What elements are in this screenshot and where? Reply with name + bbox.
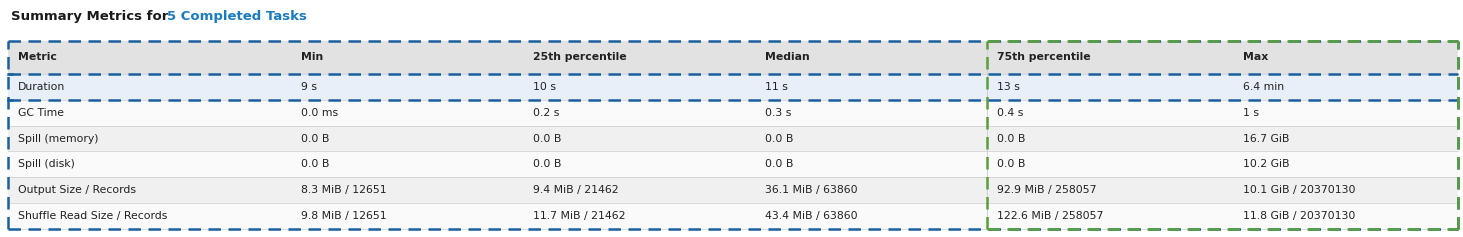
Text: Output Size / Records: Output Size / Records <box>18 185 136 195</box>
Text: 0.0 B: 0.0 B <box>765 133 793 144</box>
Text: 11.7 MiB / 21462: 11.7 MiB / 21462 <box>533 211 626 221</box>
Bar <box>7 203 1459 229</box>
Text: 122.6 MiB / 258057: 122.6 MiB / 258057 <box>996 211 1103 221</box>
Text: 10 s: 10 s <box>533 82 556 92</box>
Text: Max: Max <box>1244 52 1268 62</box>
Text: 9 s: 9 s <box>301 82 317 92</box>
Text: 9.4 MiB / 21462: 9.4 MiB / 21462 <box>533 185 619 195</box>
Text: 0.2 s: 0.2 s <box>533 108 559 118</box>
Bar <box>7 41 1459 74</box>
Text: 0.3 s: 0.3 s <box>765 108 791 118</box>
Text: 0.4 s: 0.4 s <box>996 108 1023 118</box>
Text: Duration: Duration <box>18 82 66 92</box>
Bar <box>7 178 1459 203</box>
Text: 11.8 GiB / 20370130: 11.8 GiB / 20370130 <box>1244 211 1356 221</box>
Text: 11 s: 11 s <box>765 82 787 92</box>
Text: 10.2 GiB: 10.2 GiB <box>1244 160 1290 169</box>
Text: 43.4 MiB / 63860: 43.4 MiB / 63860 <box>765 211 857 221</box>
Text: 0.0 B: 0.0 B <box>533 133 562 144</box>
Text: 13 s: 13 s <box>996 82 1020 92</box>
Text: 5 Completed Tasks: 5 Completed Tasks <box>167 9 307 23</box>
Text: Shuffle Read Size / Records: Shuffle Read Size / Records <box>18 211 168 221</box>
Text: 0.0 ms: 0.0 ms <box>301 108 338 118</box>
Text: Median: Median <box>765 52 809 62</box>
Text: 25th percentile: 25th percentile <box>533 52 626 62</box>
Text: 0.0 B: 0.0 B <box>533 160 562 169</box>
Text: GC Time: GC Time <box>18 108 64 118</box>
Text: Metric: Metric <box>18 52 57 62</box>
Bar <box>7 151 1459 178</box>
Text: 9.8 MiB / 12651: 9.8 MiB / 12651 <box>301 211 386 221</box>
Text: 10.1 GiB / 20370130: 10.1 GiB / 20370130 <box>1244 185 1356 195</box>
Text: 75th percentile: 75th percentile <box>996 52 1090 62</box>
Text: 1 s: 1 s <box>1244 108 1260 118</box>
Text: 0.0 B: 0.0 B <box>301 133 329 144</box>
Bar <box>7 100 1459 126</box>
Bar <box>7 74 1459 100</box>
Text: 0.0 B: 0.0 B <box>765 160 793 169</box>
Text: Min: Min <box>301 52 323 62</box>
Bar <box>7 126 1459 151</box>
Text: Summary Metrics for: Summary Metrics for <box>10 9 173 23</box>
Text: 92.9 MiB / 258057: 92.9 MiB / 258057 <box>996 185 1096 195</box>
Text: 0.0 B: 0.0 B <box>996 160 1026 169</box>
Text: 0.0 B: 0.0 B <box>996 133 1026 144</box>
Text: 0.0 B: 0.0 B <box>301 160 329 169</box>
Text: 6.4 min: 6.4 min <box>1244 82 1285 92</box>
Text: 36.1 MiB / 63860: 36.1 MiB / 63860 <box>765 185 857 195</box>
Text: 16.7 GiB: 16.7 GiB <box>1244 133 1290 144</box>
Text: Spill (memory): Spill (memory) <box>18 133 98 144</box>
Text: 8.3 MiB / 12651: 8.3 MiB / 12651 <box>301 185 386 195</box>
Text: Spill (disk): Spill (disk) <box>18 160 75 169</box>
